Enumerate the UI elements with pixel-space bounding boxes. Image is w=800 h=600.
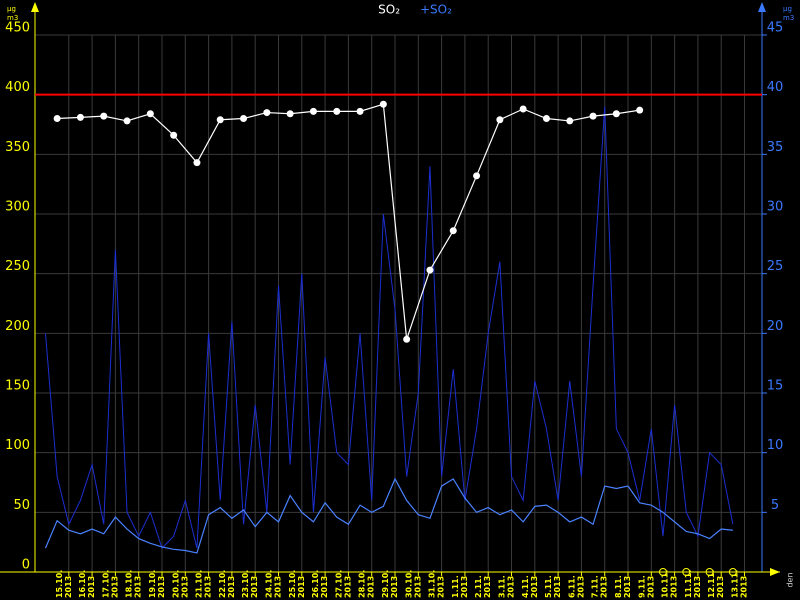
point xyxy=(519,105,527,113)
y-tick-label: 150 xyxy=(5,379,30,394)
y-tick-label: 50 xyxy=(13,498,30,513)
point xyxy=(263,109,271,117)
x-tick-label: 16.10.2013 xyxy=(78,570,96,598)
x-tick-label: 3.11.2013 xyxy=(497,575,515,598)
y2-tick-label: 25 xyxy=(767,259,784,274)
x-tick-label: 6.11.2013 xyxy=(567,575,585,598)
x-tick-label: 5.11.2013 xyxy=(544,575,562,598)
x-tick-label: 29.10.2013 xyxy=(381,570,399,598)
x-tick-label: 19.10.2013 xyxy=(147,570,165,598)
x-tick-label: 1.11.2013 xyxy=(450,575,468,598)
point xyxy=(123,117,131,125)
point xyxy=(286,110,294,118)
legend-entry: SO₂ xyxy=(378,3,400,17)
point xyxy=(589,112,597,120)
x-tick-label: 15.10.2013 xyxy=(54,570,72,598)
point xyxy=(496,116,504,124)
point xyxy=(309,107,317,115)
point xyxy=(170,131,178,139)
y2-tick-label: 40 xyxy=(767,80,784,95)
x-tick-label: 27.10.2013 xyxy=(334,570,352,598)
x-tick-label: 18.10.2013 xyxy=(124,570,142,598)
point xyxy=(53,115,61,123)
x-tick-label: 9.11.2013 xyxy=(637,575,655,598)
point xyxy=(100,112,108,120)
x-axis-label: den xyxy=(786,572,795,587)
point xyxy=(426,266,434,274)
point xyxy=(449,227,457,235)
y-tick-label: 0 xyxy=(22,558,30,573)
point xyxy=(356,107,364,115)
x-tick-label: 7.11.2013 xyxy=(590,575,608,598)
y-tick-label: 400 xyxy=(5,80,30,95)
y-tick-label: 200 xyxy=(5,319,30,334)
y2-tick-label: 15 xyxy=(767,379,784,394)
x-tick-label: 11.11.2013 xyxy=(683,570,701,598)
line xyxy=(44,477,733,554)
x-tick-label: 17.10.2013 xyxy=(101,570,119,598)
point xyxy=(473,172,481,180)
x-tick-label: 24.10.2013 xyxy=(264,570,282,598)
x-tick-label: 10.11.2013 xyxy=(660,570,678,598)
point xyxy=(76,113,84,121)
x-tick-label: 25.10.2013 xyxy=(287,570,305,598)
point xyxy=(566,117,574,125)
grid xyxy=(35,34,762,573)
y2-tick-label: 30 xyxy=(767,200,784,215)
legend-entry: +SO₂ xyxy=(420,3,452,17)
x-tick-label: 28.10.2013 xyxy=(357,570,375,598)
x-tick-label: 12.11.2013 xyxy=(707,570,725,598)
x-tick-label: 20.10.2013 xyxy=(171,570,189,598)
y2-unit: µg xyxy=(783,5,792,13)
point xyxy=(636,106,644,114)
point xyxy=(216,116,224,124)
point xyxy=(146,110,154,118)
y-tick-label: 100 xyxy=(5,438,30,453)
y2-unit: m3 xyxy=(783,14,794,22)
x-tick-label: 2.11.2013 xyxy=(474,575,492,598)
y-unit: m3 xyxy=(7,14,18,22)
line xyxy=(44,106,734,550)
x-tick-label: 23.10.2013 xyxy=(241,570,259,598)
y2-tick-label: 35 xyxy=(767,140,784,155)
line xyxy=(57,103,640,340)
x-tick-label: 30.10.2013 xyxy=(404,570,422,598)
y2-tick-label: 45 xyxy=(767,21,784,36)
y-tick-label: 350 xyxy=(5,140,30,155)
x-tick-label: 22.10.2013 xyxy=(217,570,235,598)
y2-tick-label: 20 xyxy=(767,319,784,334)
y2-tick-label: 5 xyxy=(771,498,779,513)
x-tick-label: 13.11.2013 xyxy=(730,570,748,598)
x-tick-label: 21.10.2013 xyxy=(194,570,212,598)
point xyxy=(612,110,620,118)
point xyxy=(193,159,201,167)
point xyxy=(403,335,411,343)
x-tick-label: 8.11.2013 xyxy=(614,575,632,598)
y2-tick-label: 10 xyxy=(767,438,784,453)
y-unit: µg xyxy=(7,5,16,13)
x-tick-label: 26.10.2013 xyxy=(311,570,329,598)
x-tick-label: 4.11.2013 xyxy=(520,575,538,598)
x-tick-label: 31.10.2013 xyxy=(427,570,445,598)
point xyxy=(240,115,248,123)
y-tick-label: 450 xyxy=(5,21,30,36)
y-tick-label: 300 xyxy=(5,200,30,215)
point xyxy=(379,100,387,108)
y-tick-label: 250 xyxy=(5,259,30,274)
point xyxy=(542,115,550,123)
point xyxy=(333,107,341,115)
